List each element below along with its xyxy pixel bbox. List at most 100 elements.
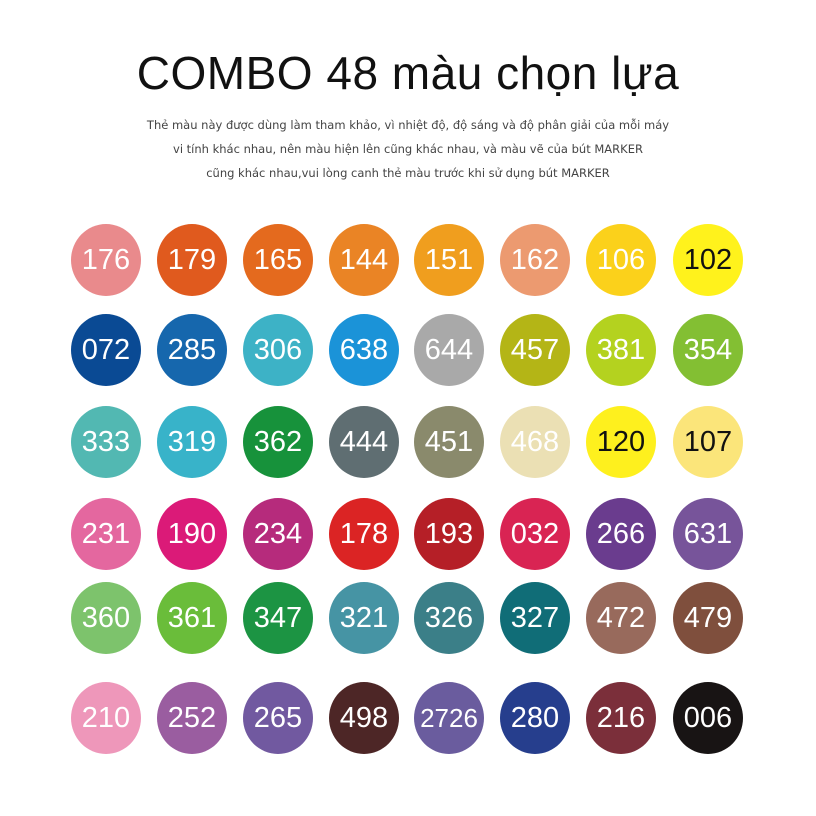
swatch-code: 107 bbox=[683, 425, 733, 458]
swatch-code: 231 bbox=[81, 517, 131, 550]
color-swatch-032: 032 bbox=[500, 498, 570, 570]
color-swatch-306: 306 bbox=[243, 314, 313, 386]
swatch-code: 479 bbox=[683, 601, 733, 634]
color-swatch-190: 190 bbox=[157, 498, 227, 570]
swatch-code: 265 bbox=[253, 701, 303, 734]
color-swatch-176: 176 bbox=[71, 224, 141, 296]
swatch-code: 319 bbox=[167, 425, 217, 458]
page-title: COMBO 48 màu chọn lựa bbox=[136, 47, 680, 99]
swatch-code: 106 bbox=[596, 243, 646, 276]
swatch-code: 193 bbox=[424, 517, 474, 550]
color-swatch-327: 327 bbox=[500, 582, 570, 654]
color-swatch-361: 361 bbox=[157, 582, 227, 654]
swatch-code: 326 bbox=[424, 601, 474, 634]
color-swatch-107: 107 bbox=[673, 406, 743, 478]
color-swatch-498: 498 bbox=[329, 682, 399, 754]
color-swatch-354: 354 bbox=[673, 314, 743, 386]
color-swatch-072: 072 bbox=[71, 314, 141, 386]
color-swatch-472: 472 bbox=[586, 582, 656, 654]
color-swatch-280: 280 bbox=[500, 682, 570, 754]
swatch-code: 638 bbox=[339, 333, 389, 366]
color-swatch-381: 381 bbox=[586, 314, 656, 386]
swatch-code: 234 bbox=[253, 517, 303, 550]
color-swatch-468: 468 bbox=[500, 406, 570, 478]
disclaimer-line: Thẻ màu này được dùng làm tham khảo, vì … bbox=[146, 118, 670, 132]
color-swatch-326: 326 bbox=[414, 582, 484, 654]
swatch-code: 179 bbox=[167, 243, 217, 276]
color-swatch-120: 120 bbox=[586, 406, 656, 478]
swatch-code: 451 bbox=[424, 425, 474, 458]
swatch-code: 381 bbox=[596, 333, 646, 366]
swatch-code: 144 bbox=[339, 243, 389, 276]
color-swatch-234: 234 bbox=[243, 498, 313, 570]
swatch-code: 266 bbox=[596, 517, 646, 550]
swatch-code: 2726 bbox=[420, 702, 478, 733]
swatch-code: 360 bbox=[81, 601, 131, 634]
swatch-code: 280 bbox=[510, 701, 560, 734]
swatch-code: 327 bbox=[510, 601, 560, 634]
swatch-code: 176 bbox=[81, 243, 131, 276]
color-swatch-644: 644 bbox=[414, 314, 484, 386]
color-swatch-165: 165 bbox=[243, 224, 313, 296]
color-swatch-216: 216 bbox=[586, 682, 656, 754]
color-swatch-102: 102 bbox=[673, 224, 743, 296]
swatch-code: 216 bbox=[596, 701, 646, 734]
swatch-code: 165 bbox=[253, 243, 303, 276]
swatch-code: 354 bbox=[683, 333, 733, 366]
color-swatch-2726: 2726 bbox=[414, 682, 484, 754]
disclaimer-line: vi tính khác nhau, nên màu hiện lên cũng… bbox=[173, 142, 643, 156]
swatch-code: 190 bbox=[167, 517, 217, 550]
color-swatch-333: 333 bbox=[71, 406, 141, 478]
color-swatch-479: 479 bbox=[673, 582, 743, 654]
color-swatch-144: 144 bbox=[329, 224, 399, 296]
swatch-code: 285 bbox=[167, 333, 217, 366]
swatch-code: 178 bbox=[339, 517, 389, 550]
swatch-code: 472 bbox=[596, 601, 646, 634]
swatch-code: 210 bbox=[81, 701, 131, 734]
color-swatch-178: 178 bbox=[329, 498, 399, 570]
color-swatch-347: 347 bbox=[243, 582, 313, 654]
swatch-code: 072 bbox=[81, 333, 131, 366]
swatch-code: 347 bbox=[253, 601, 303, 634]
color-swatch-106: 106 bbox=[586, 224, 656, 296]
color-swatch-162: 162 bbox=[500, 224, 570, 296]
color-swatch-151: 151 bbox=[414, 224, 484, 296]
swatch-code: 032 bbox=[510, 517, 560, 550]
color-swatch-319: 319 bbox=[157, 406, 227, 478]
color-swatch-265: 265 bbox=[243, 682, 313, 754]
swatch-code: 333 bbox=[81, 425, 131, 458]
swatch-code: 006 bbox=[683, 701, 733, 734]
swatch-code: 321 bbox=[339, 601, 389, 634]
swatch-code: 361 bbox=[167, 601, 217, 634]
swatch-code: 162 bbox=[510, 243, 560, 276]
swatch-code: 306 bbox=[253, 333, 303, 366]
color-swatch-444: 444 bbox=[329, 406, 399, 478]
disclaimer-line: cũng khác nhau,vui lòng canh thẻ màu trư… bbox=[206, 166, 610, 180]
color-swatch-457: 457 bbox=[500, 314, 570, 386]
color-swatch-179: 179 bbox=[157, 224, 227, 296]
color-swatch-638: 638 bbox=[329, 314, 399, 386]
color-swatch-321: 321 bbox=[329, 582, 399, 654]
color-swatch-362: 362 bbox=[243, 406, 313, 478]
swatch-code: 644 bbox=[424, 333, 474, 366]
color-swatch-193: 193 bbox=[414, 498, 484, 570]
swatch-code: 120 bbox=[596, 425, 646, 458]
swatch-code: 252 bbox=[167, 701, 217, 734]
color-swatch-006: 006 bbox=[673, 682, 743, 754]
color-swatch-631: 631 bbox=[673, 498, 743, 570]
swatch-code: 151 bbox=[424, 243, 474, 276]
swatch-code: 102 bbox=[683, 243, 733, 276]
color-swatch-360: 360 bbox=[71, 582, 141, 654]
swatch-code: 444 bbox=[339, 425, 389, 458]
color-swatch-231: 231 bbox=[71, 498, 141, 570]
swatch-code: 468 bbox=[510, 425, 560, 458]
color-swatch-252: 252 bbox=[157, 682, 227, 754]
color-swatch-210: 210 bbox=[71, 682, 141, 754]
color-swatch-451: 451 bbox=[414, 406, 484, 478]
disclaimer-text: Thẻ màu này được dùng làm tham khảo, vì … bbox=[0, 113, 816, 185]
swatch-code: 631 bbox=[683, 517, 733, 550]
color-swatch-285: 285 bbox=[157, 314, 227, 386]
color-swatch-266: 266 bbox=[586, 498, 656, 570]
swatch-code: 362 bbox=[253, 425, 303, 458]
swatch-code: 498 bbox=[339, 701, 389, 734]
